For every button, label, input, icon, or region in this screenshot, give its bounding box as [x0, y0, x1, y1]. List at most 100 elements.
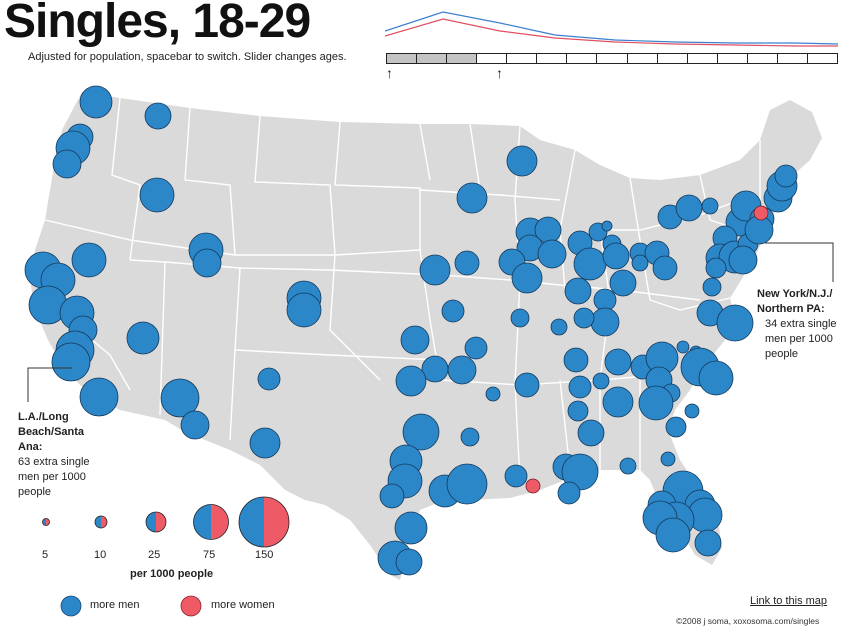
metro-bubble-more-men[interactable]: [144, 102, 172, 130]
metro-bubble-more-men[interactable]: [71, 242, 107, 278]
metro-bubble-more-men[interactable]: [638, 385, 674, 421]
metro-bubble-more-men[interactable]: [568, 375, 592, 399]
metro-bubble-more-men[interactable]: [592, 372, 610, 390]
slider-segment[interactable]: [628, 54, 658, 63]
metro-bubble-more-men[interactable]: [705, 257, 727, 279]
metro-bubble-more-men[interactable]: [567, 400, 589, 422]
slider-segment[interactable]: [537, 54, 568, 63]
slider-segment[interactable]: [507, 54, 538, 63]
metro-bubble-more-men[interactable]: [447, 355, 477, 385]
metro-bubble-more-men[interactable]: [619, 457, 637, 475]
page-title: Singles, 18-29: [4, 0, 311, 48]
metro-bubble-more-men[interactable]: [537, 239, 567, 269]
metro-bubble-more-men[interactable]: [665, 416, 687, 438]
legend-value-25: 25: [148, 549, 161, 561]
metro-bubble-more-men[interactable]: [590, 307, 620, 337]
legend-circle-women-half: [156, 512, 166, 532]
link-to-map[interactable]: Link to this map: [750, 595, 828, 607]
legend-circle-women-half: [101, 516, 107, 528]
metro-bubble-more-men[interactable]: [652, 255, 678, 281]
metro-bubble-more-men[interactable]: [550, 318, 568, 336]
slider-segment[interactable]: [597, 54, 628, 63]
metro-bubble-more-men[interactable]: [716, 304, 754, 342]
metro-bubble-more-men[interactable]: [394, 511, 428, 545]
slider-segment[interactable]: [718, 54, 748, 63]
slider-end-arrow[interactable]: ↑: [496, 65, 503, 81]
slider-segment[interactable]: [417, 54, 448, 63]
slider-segment[interactable]: [748, 54, 778, 63]
metro-bubble-more-men[interactable]: [701, 197, 719, 215]
slider-segment[interactable]: [447, 54, 478, 63]
metro-bubble-more-men[interactable]: [573, 307, 595, 329]
metro-bubble-more-men[interactable]: [563, 347, 589, 373]
slider-segment[interactable]: [477, 54, 508, 63]
metro-bubble-more-men[interactable]: [419, 254, 451, 286]
metro-bubble-more-men[interactable]: [379, 483, 405, 509]
metro-bubble-more-men[interactable]: [694, 529, 722, 557]
legend-value-75: 75: [203, 549, 216, 561]
metro-bubble-more-men[interactable]: [702, 277, 722, 297]
metro-bubble-more-men[interactable]: [79, 85, 113, 119]
metro-bubble-more-men[interactable]: [684, 403, 700, 419]
metro-bubble-more-men[interactable]: [249, 427, 281, 459]
metro-bubble-more-men[interactable]: [395, 548, 423, 576]
metro-bubble-more-men[interactable]: [52, 149, 82, 179]
metro-bubble-more-men[interactable]: [774, 164, 798, 188]
metro-bubble-more-women[interactable]: [753, 205, 769, 221]
metro-bubble-more-men[interactable]: [660, 451, 676, 467]
metro-bubble-more-men[interactable]: [446, 463, 488, 505]
metro-bubble-more-men[interactable]: [402, 413, 440, 451]
metro-bubble-more-men[interactable]: [485, 386, 501, 402]
metro-bubble-more-women[interactable]: [525, 478, 541, 494]
metro-bubble-more-men[interactable]: [744, 215, 774, 245]
metro-bubble-more-men[interactable]: [604, 348, 632, 376]
legend-circle-men-half: [239, 497, 264, 547]
metro-bubble-more-men[interactable]: [557, 481, 581, 505]
slider-segment[interactable]: [658, 54, 688, 63]
metro-bubble-more-men[interactable]: [51, 342, 91, 382]
metro-bubble-more-men[interactable]: [506, 145, 538, 177]
metro-bubble-more-men[interactable]: [602, 242, 630, 270]
metro-bubble-more-men[interactable]: [139, 177, 175, 213]
metro-bubble-more-men[interactable]: [126, 321, 160, 355]
metro-bubble-more-men[interactable]: [675, 194, 703, 222]
metro-bubble-more-men[interactable]: [728, 245, 758, 275]
metro-bubble-more-men[interactable]: [441, 299, 465, 323]
age-slider[interactable]: [386, 53, 838, 64]
metro-bubble-more-men[interactable]: [454, 250, 480, 276]
metro-bubble-more-men[interactable]: [573, 247, 607, 281]
metro-bubble-more-men[interactable]: [631, 254, 649, 272]
slider-segment[interactable]: [567, 54, 598, 63]
slider-start-arrow[interactable]: ↑: [386, 65, 393, 81]
metro-bubble-more-men[interactable]: [79, 377, 119, 417]
slider-segment[interactable]: [387, 54, 418, 63]
metro-bubble-more-men[interactable]: [511, 262, 543, 294]
metro-bubble-more-men[interactable]: [510, 308, 530, 328]
metro-bubble-more-men[interactable]: [655, 517, 691, 553]
metro-bubble-more-men[interactable]: [257, 367, 281, 391]
metro-bubble-more-men[interactable]: [460, 427, 480, 447]
metro-bubble-more-men[interactable]: [698, 360, 734, 396]
metro-bubble-more-men[interactable]: [601, 220, 613, 232]
la-callout: L.A./Long Beach/Santa Ana: 63 extra sing…: [18, 410, 108, 500]
legend-circle-outline: [238, 496, 290, 548]
metro-bubble-more-men[interactable]: [504, 464, 528, 488]
metro-bubble-more-men[interactable]: [286, 292, 322, 328]
metro-bubble-more-men[interactable]: [464, 336, 488, 360]
metro-bubble-more-men[interactable]: [676, 340, 690, 354]
metro-bubble-more-men[interactable]: [180, 410, 210, 440]
slider-segment[interactable]: [688, 54, 718, 63]
slider-segment[interactable]: [778, 54, 808, 63]
metro-bubble-more-men[interactable]: [400, 325, 430, 355]
metro-bubble-more-men[interactable]: [602, 386, 634, 418]
metro-bubble-more-men[interactable]: [561, 453, 599, 491]
metro-bubble-more-men[interactable]: [514, 372, 540, 398]
legend-value-10: 10: [94, 549, 107, 561]
metro-bubble-more-men[interactable]: [609, 269, 637, 297]
metro-bubble-more-men[interactable]: [160, 378, 200, 418]
metro-bubble-more-men[interactable]: [192, 248, 222, 278]
metro-bubble-more-men[interactable]: [577, 419, 605, 447]
metro-bubble-more-men[interactable]: [456, 182, 488, 214]
metro-bubble-more-men[interactable]: [564, 277, 592, 305]
metro-bubble-more-men[interactable]: [395, 365, 427, 397]
